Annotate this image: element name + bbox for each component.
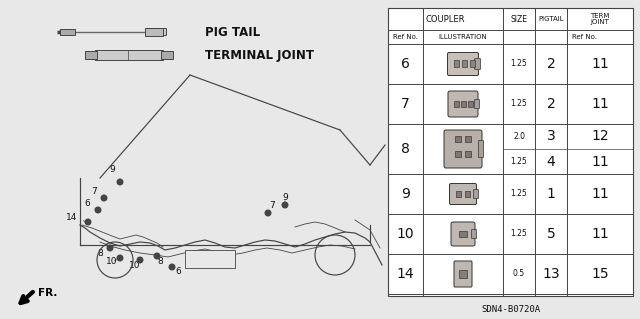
Text: 6: 6: [84, 198, 95, 209]
Circle shape: [95, 207, 101, 213]
Text: 2: 2: [547, 57, 556, 71]
Bar: [465, 151, 471, 157]
Text: 2: 2: [547, 97, 556, 111]
Circle shape: [117, 255, 123, 261]
Text: COUPLER: COUPLER: [426, 14, 465, 24]
FancyBboxPatch shape: [474, 58, 481, 70]
FancyBboxPatch shape: [447, 53, 479, 76]
Circle shape: [282, 202, 288, 208]
Text: 13: 13: [542, 267, 560, 281]
Polygon shape: [60, 29, 75, 35]
Text: 7: 7: [91, 187, 104, 198]
Text: 3: 3: [547, 130, 556, 144]
Text: 12: 12: [591, 130, 609, 144]
FancyBboxPatch shape: [472, 229, 477, 239]
Text: 11: 11: [591, 227, 609, 241]
Circle shape: [137, 257, 143, 263]
Polygon shape: [145, 28, 163, 36]
Text: 10: 10: [129, 261, 141, 270]
Bar: [459, 270, 467, 278]
FancyBboxPatch shape: [448, 91, 478, 117]
Text: 9: 9: [109, 166, 118, 180]
Text: 1: 1: [547, 187, 556, 201]
Text: 9: 9: [401, 187, 410, 201]
Text: Ref No.: Ref No.: [393, 34, 418, 40]
Circle shape: [85, 219, 91, 225]
Text: 11: 11: [591, 154, 609, 168]
Text: 4: 4: [547, 154, 556, 168]
Text: 10: 10: [106, 257, 118, 266]
Bar: [388, 8, 633, 296]
Bar: [454, 60, 459, 67]
Bar: [455, 136, 461, 142]
Bar: [456, 190, 461, 197]
FancyBboxPatch shape: [449, 183, 477, 204]
Bar: [465, 190, 470, 197]
Bar: [85, 51, 97, 59]
Text: 10: 10: [397, 227, 414, 241]
FancyBboxPatch shape: [454, 261, 472, 287]
Text: 8: 8: [97, 248, 110, 257]
Bar: [455, 151, 461, 157]
FancyBboxPatch shape: [451, 222, 475, 246]
Circle shape: [154, 253, 160, 259]
Text: PIG TAIL: PIG TAIL: [205, 26, 260, 39]
Text: 9: 9: [282, 194, 288, 203]
Text: 7: 7: [401, 97, 410, 111]
FancyBboxPatch shape: [474, 189, 479, 198]
Bar: [462, 60, 467, 67]
Text: 6: 6: [401, 57, 410, 71]
Text: 1.25: 1.25: [511, 60, 527, 69]
Text: 6: 6: [172, 267, 181, 277]
Circle shape: [108, 245, 113, 251]
Bar: [95, 50, 163, 60]
Bar: [468, 100, 472, 107]
Text: 2.0: 2.0: [513, 132, 525, 141]
Text: 5: 5: [547, 227, 556, 241]
Text: 15: 15: [591, 267, 609, 281]
Text: 1.25: 1.25: [511, 189, 527, 198]
Circle shape: [169, 264, 175, 270]
Bar: [185, 250, 235, 268]
Text: TERM
JOINT: TERM JOINT: [590, 13, 610, 25]
Text: 11: 11: [591, 187, 609, 201]
Text: 0.5: 0.5: [513, 270, 525, 278]
Bar: [461, 100, 465, 107]
Text: TERMINAL JOINT: TERMINAL JOINT: [205, 48, 314, 62]
Text: 7: 7: [268, 201, 275, 213]
Text: FR.: FR.: [38, 288, 58, 298]
Text: PIGTAIL: PIGTAIL: [538, 16, 564, 22]
Text: SIZE: SIZE: [511, 14, 527, 24]
FancyBboxPatch shape: [474, 100, 479, 108]
Text: ILLUSTRATION: ILLUSTRATION: [438, 34, 488, 40]
Text: 1.25: 1.25: [511, 100, 527, 108]
FancyBboxPatch shape: [147, 28, 166, 35]
Bar: [465, 136, 471, 142]
Circle shape: [117, 179, 123, 185]
FancyBboxPatch shape: [479, 140, 483, 158]
Bar: [454, 100, 458, 107]
Text: 11: 11: [591, 97, 609, 111]
Bar: [470, 60, 475, 67]
Text: 14: 14: [397, 267, 414, 281]
Text: 11: 11: [591, 57, 609, 71]
Text: 8: 8: [401, 142, 410, 156]
Bar: [161, 51, 173, 59]
Circle shape: [101, 195, 107, 201]
Bar: [459, 231, 467, 237]
Text: 14: 14: [67, 213, 85, 222]
Text: 8: 8: [157, 257, 163, 266]
FancyBboxPatch shape: [444, 130, 482, 168]
Circle shape: [265, 210, 271, 216]
Text: SDN4-B0720A: SDN4-B0720A: [481, 305, 540, 314]
Text: 1.25: 1.25: [511, 229, 527, 239]
Text: Ref No.: Ref No.: [572, 34, 596, 40]
Text: 1.25: 1.25: [511, 157, 527, 166]
